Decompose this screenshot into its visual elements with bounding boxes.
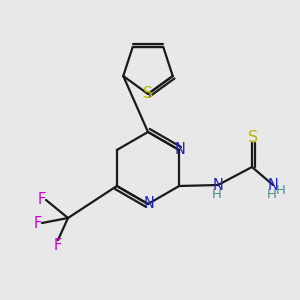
Text: S: S bbox=[248, 130, 258, 146]
Text: N: N bbox=[144, 196, 154, 211]
Text: N: N bbox=[175, 142, 186, 158]
Text: N: N bbox=[268, 178, 278, 193]
Text: S: S bbox=[143, 86, 153, 101]
Text: F: F bbox=[34, 215, 42, 230]
Text: H: H bbox=[276, 184, 286, 197]
Text: H: H bbox=[267, 188, 277, 202]
Text: N: N bbox=[213, 178, 224, 193]
Text: H: H bbox=[212, 188, 222, 202]
Text: F: F bbox=[38, 193, 46, 208]
Text: F: F bbox=[54, 238, 62, 253]
